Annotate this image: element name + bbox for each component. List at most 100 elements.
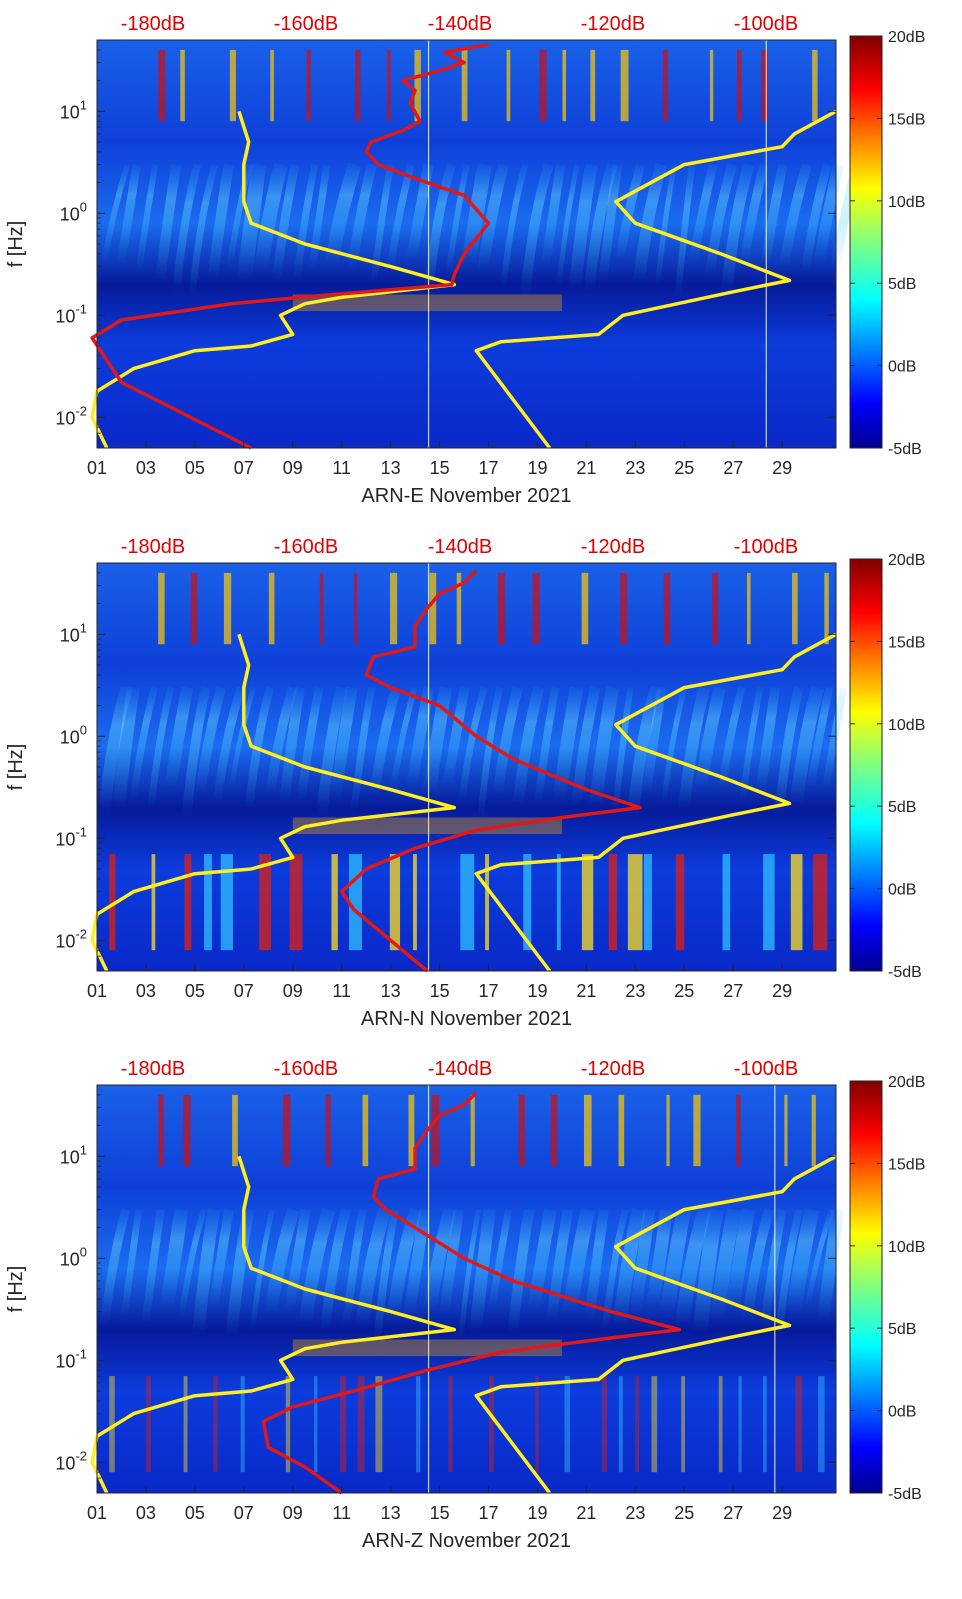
colorbar	[849, 1080, 883, 1494]
red-psd-curve	[339, 569, 642, 973]
spectral-streak	[458, 686, 488, 801]
spectral-streak	[822, 686, 848, 789]
hf-band-streak	[712, 572, 719, 645]
colorbar	[849, 35, 883, 449]
y-tick-label: 100	[60, 1244, 87, 1269]
spectral-streak	[299, 1207, 336, 1324]
y-tick-label: 101	[60, 97, 87, 122]
spectral-streak	[500, 163, 529, 289]
colorbar-label: 10dB	[888, 1239, 925, 1256]
spectral-streak	[654, 164, 678, 287]
hf-band-streak	[693, 1094, 701, 1167]
top-db-label: -100dB	[734, 536, 799, 558]
spectral-streak	[615, 163, 645, 262]
spectral-streak	[191, 1208, 221, 1337]
spectral-streak	[293, 163, 319, 279]
spectral-streak	[320, 1208, 351, 1331]
spectral-streak	[626, 685, 662, 819]
lf-column	[204, 854, 212, 951]
spectral-streak	[571, 686, 601, 806]
top-db-label: -120dB	[581, 536, 646, 558]
hf-band-streak	[325, 1094, 331, 1167]
y-tick-label: 10-2	[55, 926, 87, 951]
red-psd-curve	[261, 1091, 682, 1495]
spectral-streak	[155, 163, 182, 280]
spectral-streak	[442, 686, 470, 785]
lf-column	[416, 1376, 421, 1473]
y-axis-label: f [Hz]	[5, 744, 27, 791]
spectral-streak	[589, 686, 620, 806]
spectral-streak	[226, 163, 253, 269]
colorbar-label: 5dB	[888, 1321, 916, 1338]
spectral-streak	[264, 1207, 300, 1313]
lf-column	[240, 1376, 245, 1473]
lf-column	[489, 1376, 494, 1473]
hf-band-streak	[306, 49, 311, 122]
x-tick-label: 09	[283, 458, 303, 478]
spectral-streak	[755, 686, 781, 793]
yellow-noise-model-low	[90, 110, 457, 449]
spectral-streak	[329, 686, 358, 799]
lf-column	[289, 854, 303, 951]
x-tick-label: 29	[772, 1503, 792, 1523]
lf-column	[151, 854, 156, 951]
spectral-streak	[135, 164, 159, 272]
lf-column	[581, 854, 594, 951]
lf-column	[183, 1376, 188, 1473]
spectral-streak	[689, 163, 718, 262]
x-tick-label: 27	[723, 1503, 743, 1523]
spectral-streak	[390, 686, 418, 789]
x-axis-label: ARN-N November 2021	[361, 1008, 572, 1030]
spectral-streak	[709, 1208, 741, 1321]
lf-column	[146, 1376, 151, 1473]
spectral-streak	[512, 686, 545, 805]
spectral-streak	[739, 163, 769, 265]
hf-band-streak	[784, 1094, 788, 1167]
hf-band-streak	[497, 572, 506, 645]
x-tick-label: 15	[430, 981, 450, 1001]
x-tick-label: 01	[87, 458, 107, 478]
y-tick-label: 101	[60, 1142, 87, 1167]
x-tick-label: 03	[136, 981, 156, 1001]
hf-band-streak	[506, 49, 511, 122]
spectral-streak	[661, 686, 688, 803]
spectral-streak	[213, 686, 246, 802]
x-tick-label: 05	[185, 981, 205, 1001]
lf-column	[627, 854, 643, 951]
colorbar-label: 15dB	[888, 634, 925, 651]
x-tick-label: 19	[527, 458, 547, 478]
colorbar-label: 15dB	[888, 1156, 925, 1173]
spectral-streak	[739, 686, 764, 803]
x-tick-label: 01	[87, 1503, 107, 1523]
x-tick-label: 07	[234, 981, 254, 1001]
y-tick-label: 101	[60, 620, 87, 645]
spectral-streak	[568, 163, 598, 289]
hf-band-streak	[539, 49, 547, 122]
colorbar-label: -5dB	[888, 964, 922, 981]
spectral-streak	[423, 1208, 457, 1311]
x-tick-label: 09	[283, 1503, 303, 1523]
lf-column	[523, 854, 532, 951]
lf-column	[331, 854, 338, 951]
hf-band-streak	[619, 572, 628, 645]
top-db-label: -180dB	[121, 536, 186, 558]
spectral-streak	[324, 162, 362, 266]
spectral-streak	[253, 162, 288, 272]
x-tick-label: 29	[772, 458, 792, 478]
spectral-streak	[178, 1208, 207, 1318]
spectral-streak	[805, 1208, 835, 1307]
colorbar-label: 10dB	[888, 717, 925, 734]
colorbar-label: 20dB	[888, 29, 925, 46]
spectral-streak	[633, 162, 668, 284]
hf-band-streak	[581, 572, 589, 645]
lf-column	[184, 854, 192, 951]
spectral-streak	[779, 163, 812, 268]
lf-column	[790, 854, 803, 951]
spectral-streak	[598, 164, 623, 281]
spectral-streak	[704, 163, 738, 276]
spectral-streak	[195, 686, 226, 794]
lf-column	[109, 854, 116, 951]
top-db-label: -140dB	[428, 1058, 493, 1080]
x-tick-label: 25	[674, 1503, 694, 1523]
